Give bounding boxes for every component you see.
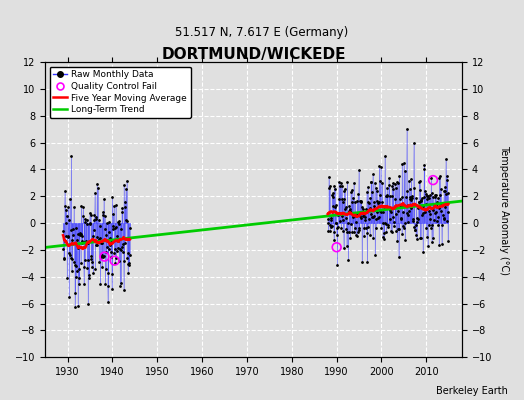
Point	[429, 177, 437, 183]
Point	[332, 244, 341, 250]
Text: Berkeley Earth: Berkeley Earth	[436, 386, 508, 396]
Legend: Raw Monthly Data, Quality Control Fail, Five Year Moving Average, Long-Term Tren: Raw Monthly Data, Quality Control Fail, …	[50, 66, 191, 118]
Y-axis label: Temperature Anomaly (°C): Temperature Anomaly (°C)	[499, 145, 509, 275]
Point	[111, 258, 119, 264]
Point	[100, 254, 108, 260]
Title: DORTMUND/WICKEDE: DORTMUND/WICKEDE	[161, 47, 346, 62]
Text: 51.517 N, 7.617 E (Germany): 51.517 N, 7.617 E (Germany)	[176, 26, 348, 39]
